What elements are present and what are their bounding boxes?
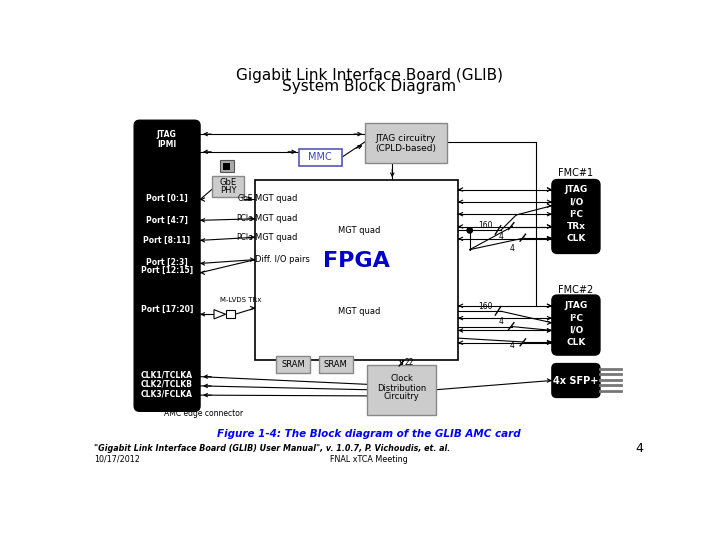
- Text: TRx: TRx: [567, 222, 585, 231]
- Text: JTAG: JTAG: [564, 301, 588, 310]
- Bar: [367, 365, 436, 415]
- Text: Diff. I/O pairs: Diff. I/O pairs: [255, 255, 310, 264]
- Text: MMC: MMC: [308, 152, 332, 162]
- FancyBboxPatch shape: [552, 295, 600, 355]
- Text: PCIe: PCIe: [236, 233, 253, 242]
- Text: SRAM: SRAM: [282, 360, 305, 369]
- Text: (CPLD-based): (CPLD-based): [375, 144, 436, 153]
- Text: I/O: I/O: [569, 326, 583, 335]
- Text: Port [0:1]: Port [0:1]: [146, 193, 188, 202]
- Text: MGT quad: MGT quad: [255, 214, 297, 224]
- Text: PHY: PHY: [220, 186, 236, 195]
- Text: Port [8:11]: Port [8:11]: [143, 236, 190, 245]
- Text: 4: 4: [510, 341, 515, 350]
- Text: JTAG: JTAG: [564, 185, 588, 194]
- Text: 4: 4: [498, 318, 503, 327]
- Text: 4: 4: [636, 442, 644, 455]
- FancyBboxPatch shape: [552, 179, 600, 253]
- Text: Gigabit Link Interface Board (GLIB): Gigabit Link Interface Board (GLIB): [235, 68, 503, 83]
- Text: I²C: I²C: [569, 314, 583, 322]
- Text: CLK1/TCLKA: CLK1/TCLKA: [140, 370, 193, 380]
- Text: Distribution: Distribution: [377, 384, 426, 393]
- Text: 160: 160: [478, 302, 492, 311]
- Text: MGT quad: MGT quad: [338, 226, 381, 235]
- Text: CLK2/TCLKB: CLK2/TCLKB: [141, 380, 193, 389]
- Bar: [319, 356, 353, 373]
- Text: Circuitry: Circuitry: [384, 392, 420, 401]
- Text: Clock: Clock: [390, 374, 413, 383]
- Text: CLK3/FCLKA: CLK3/FCLKA: [141, 389, 193, 398]
- Bar: [255, 180, 458, 360]
- Text: 4: 4: [498, 232, 503, 241]
- Text: Figure 1-4: The Block diagram of the GLIB AMC card: Figure 1-4: The Block diagram of the GLI…: [217, 429, 521, 438]
- Text: PCIe: PCIe: [236, 214, 253, 224]
- Text: I/O: I/O: [569, 197, 583, 206]
- Text: FNAL xTCA Meeting: FNAL xTCA Meeting: [330, 455, 408, 463]
- Polygon shape: [214, 309, 225, 319]
- Text: FPGA: FPGA: [323, 251, 390, 271]
- Text: SRAM: SRAM: [324, 360, 348, 369]
- Text: CLK: CLK: [566, 234, 585, 244]
- Text: I²C: I²C: [569, 210, 583, 219]
- Text: System Block Diagram: System Block Diagram: [282, 79, 456, 94]
- Text: MGT quad: MGT quad: [255, 233, 297, 242]
- FancyBboxPatch shape: [552, 363, 600, 397]
- Circle shape: [467, 228, 472, 233]
- Bar: [212, 176, 244, 197]
- Text: Port [12:15]: Port [12:15]: [140, 266, 193, 275]
- Text: 160: 160: [478, 221, 492, 230]
- Text: 10/17/2012: 10/17/2012: [94, 455, 140, 463]
- Bar: [223, 163, 230, 170]
- Text: CLK: CLK: [566, 338, 585, 347]
- Text: 22: 22: [405, 359, 414, 367]
- Text: JTAG: JTAG: [157, 130, 176, 139]
- Text: Port [2:3]: Port [2:3]: [146, 258, 188, 266]
- Text: MGT quad: MGT quad: [255, 194, 297, 203]
- FancyBboxPatch shape: [134, 120, 200, 411]
- Bar: [225, 310, 235, 318]
- Bar: [300, 148, 342, 166]
- Text: JTAG circuitry: JTAG circuitry: [375, 134, 436, 143]
- Text: FMC#2: FMC#2: [557, 285, 593, 295]
- Text: 4x SFP+: 4x SFP+: [553, 375, 598, 386]
- Text: MGT quad: MGT quad: [338, 307, 381, 316]
- Text: Port [17:20]: Port [17:20]: [140, 305, 193, 314]
- Text: AMC edge connector: AMC edge connector: [164, 409, 243, 418]
- Bar: [365, 123, 446, 164]
- Text: FMC#1: FMC#1: [557, 168, 593, 178]
- Text: GbE: GbE: [238, 194, 253, 203]
- Bar: [276, 356, 310, 373]
- Text: M-LVDS TRx: M-LVDS TRx: [220, 296, 262, 302]
- Text: "Gigabit Link Interface Board (GLIB) User Manual", v. 1.0.7, P. Vichoudis, et. a: "Gigabit Link Interface Board (GLIB) Use…: [94, 444, 450, 453]
- Bar: [220, 160, 234, 172]
- Text: 4: 4: [510, 244, 515, 253]
- Text: GbE: GbE: [220, 178, 236, 187]
- Text: Port [4:7]: Port [4:7]: [145, 216, 188, 225]
- Text: IPMI: IPMI: [157, 140, 176, 149]
